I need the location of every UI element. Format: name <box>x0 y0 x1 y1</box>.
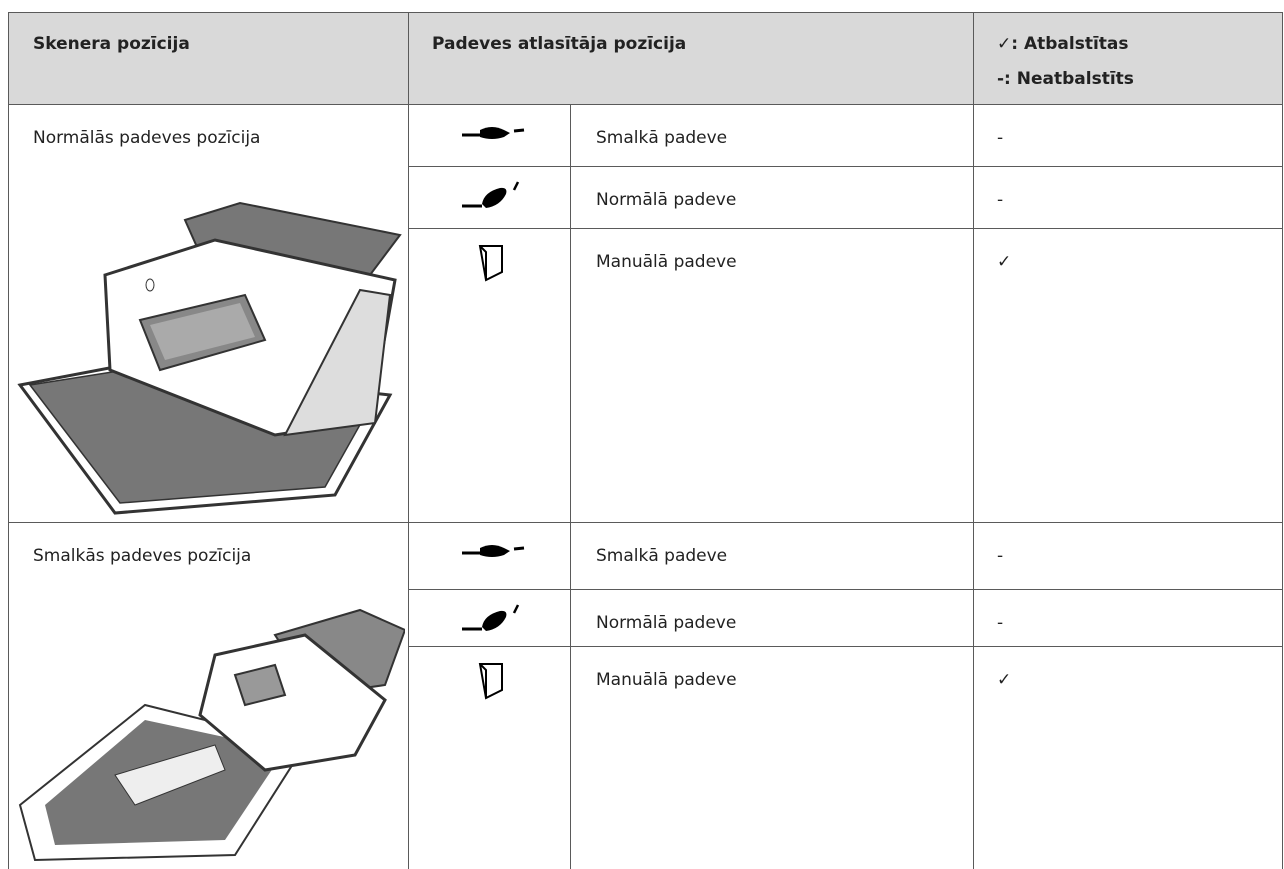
feed-icon <box>462 181 520 208</box>
support-mark: ✓ <box>997 670 1012 690</box>
column-line <box>8 12 9 869</box>
option-label: Manuālā padeve <box>596 252 737 272</box>
option-label: Manuālā padeve <box>596 670 737 690</box>
position-label: Normālās padeves pozīcija <box>33 128 261 148</box>
support-mark: - <box>997 613 1004 633</box>
feed-icon <box>478 245 503 282</box>
legend-line: -: Neatbalstīts <box>997 69 1134 89</box>
row-line <box>408 646 1282 647</box>
scanner-illustration <box>18 608 405 862</box>
support-mark: ✓ <box>997 252 1012 272</box>
support-mark: - <box>997 546 1004 566</box>
column-line <box>408 12 409 869</box>
row-line <box>408 589 1282 590</box>
feed-icon <box>462 545 525 557</box>
column-line <box>570 104 571 869</box>
feed-icon <box>462 604 520 631</box>
option-label: Normālā padeve <box>596 190 737 210</box>
header-cell: Padeves atlasītāja pozīcija <box>432 34 687 54</box>
feed-icon <box>462 127 525 139</box>
feed-icon <box>478 663 503 700</box>
option-label: Smalkā padeve <box>596 128 728 148</box>
position-label: Smalkās padeves pozīcija <box>33 546 252 566</box>
header-cell: Skenera pozīcija <box>33 34 190 54</box>
row-line <box>408 166 1282 167</box>
scanner-illustration <box>17 201 402 515</box>
support-mark: - <box>997 190 1004 210</box>
row-line <box>8 104 1282 105</box>
row-line <box>8 522 1282 523</box>
option-label: Normālā padeve <box>596 613 737 633</box>
row-line <box>408 228 1282 229</box>
header-background <box>8 12 1282 104</box>
column-line <box>973 12 974 869</box>
option-label: Smalkā padeve <box>596 546 728 566</box>
support-mark: - <box>997 128 1004 148</box>
row-line <box>8 12 1282 13</box>
column-line <box>1282 12 1283 869</box>
legend-line: ✓: Atbalstītas <box>997 34 1129 54</box>
